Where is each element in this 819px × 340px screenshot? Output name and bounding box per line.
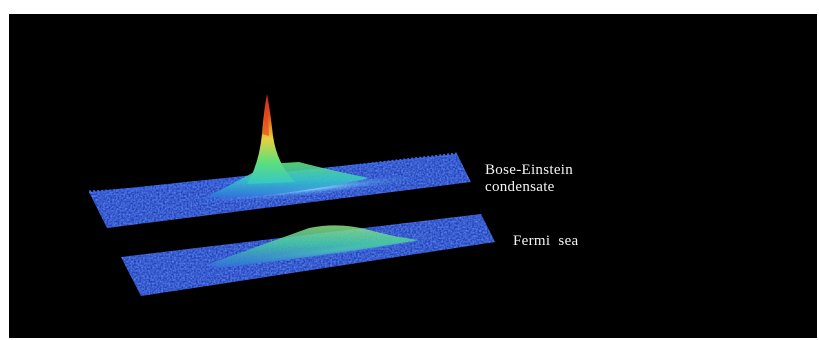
fermi-surface bbox=[121, 214, 495, 296]
bec-surface bbox=[88, 94, 471, 228]
surface-plots bbox=[88, 94, 495, 296]
fermi-label: Fermi sea bbox=[513, 233, 579, 249]
bec-label-line2: condensate bbox=[485, 179, 555, 195]
bec-label-line1: Bose-Einstein bbox=[485, 162, 574, 178]
figure-panel: Bose-Einstein condensate Fermi sea bbox=[9, 14, 817, 338]
bec-label: Bose-Einstein condensate bbox=[485, 162, 573, 196]
